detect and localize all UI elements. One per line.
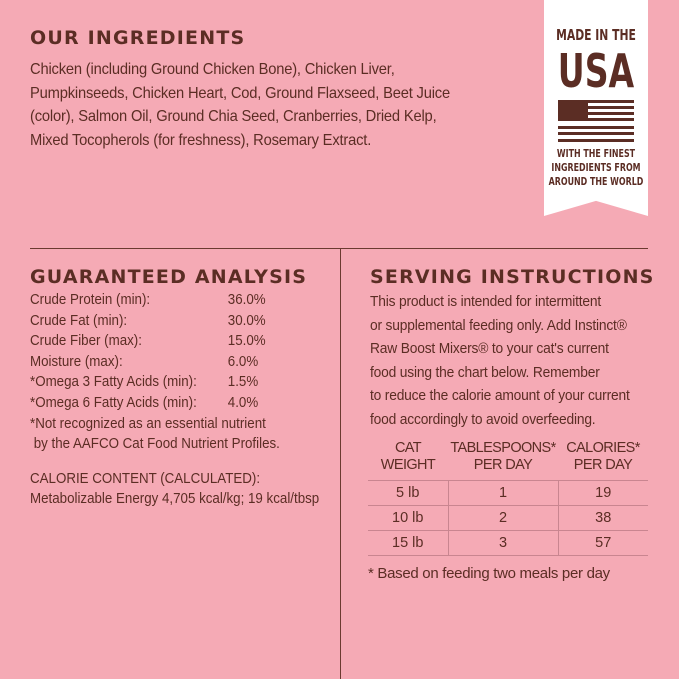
cell: 15 lb xyxy=(368,530,448,556)
ingredients-line: Pumpkinseeds, Chicken Heart, Cod, Ground… xyxy=(30,84,450,102)
analysis-row: Moisture (max): 6.0% xyxy=(30,352,319,373)
cell: 2 xyxy=(447,505,558,531)
table-row: 10 lb 2 38 xyxy=(368,505,648,531)
analysis-row: Crude Fat (min): 30.0% xyxy=(30,311,319,332)
serving-line: This product is intended for intermitten… xyxy=(370,293,602,310)
table-row: 5 lb 1 19 xyxy=(368,480,648,506)
us-flag-icon xyxy=(558,100,634,142)
serving-line: Raw Boost Mixers® to your cat's current xyxy=(370,340,609,357)
header-line: WEIGHT xyxy=(380,457,436,473)
value: 36.0% xyxy=(227,292,266,308)
analysis-table: Crude Protein (min): 36.0% Crude Fat (min… xyxy=(30,290,319,510)
ingredients-line: Chicken (including Ground Chicken Bone),… xyxy=(30,61,395,78)
header-line: PER DAY xyxy=(473,457,533,473)
cell: 3 xyxy=(447,530,558,556)
serving-line: food accordingly to avoid overfeeding. xyxy=(370,410,596,428)
analysis-note: by the AAFCO Cat Food Nutrient Profiles. xyxy=(30,436,280,453)
label: *Omega 3 Fatty Acids (min): xyxy=(30,374,197,391)
value: 4.0% xyxy=(227,394,259,411)
value: 6.0% xyxy=(227,353,259,370)
ingredients-line: (color), Salmon Oil, Ground Chia Seed, C… xyxy=(30,108,437,125)
table-header: CAT WEIGHT TABLESPOONS* PER DAY CALORIES* P… xyxy=(368,440,648,481)
value: 30.0% xyxy=(227,312,266,329)
serving-table: CAT WEIGHT TABLESPOONS* PER DAY CALORIES* P… xyxy=(368,440,648,556)
badge-line: AROUND THE WORLD xyxy=(548,175,644,188)
cell: 5 lb xyxy=(368,480,448,506)
label: Crude Fat (min): xyxy=(30,312,128,329)
label: *Omega 6 Fatty Acids (min): xyxy=(30,394,197,411)
calorie-value: Metabolizable Energy 4,705 kcal/kg; 19 k… xyxy=(30,491,320,508)
cell: 1 xyxy=(447,480,558,506)
header-line: CALORIES* xyxy=(566,440,640,456)
analysis-row: Crude Protein (min): 36.0% xyxy=(30,290,319,311)
badge-line: INGREDIENTS FROM xyxy=(551,161,641,174)
horizontal-divider xyxy=(30,248,648,249)
vertical-divider xyxy=(340,249,341,679)
analysis-row: *Omega 3 Fatty Acids (min): 1.5% xyxy=(30,372,319,393)
ingredients-list: Chicken (including Ground Chicken Bone),… xyxy=(30,58,450,152)
badge-usa: USA xyxy=(557,44,635,98)
label: Crude Protein (min): xyxy=(30,292,151,308)
header-line: TABLESPOONS* xyxy=(450,440,556,456)
table-row: 15 lb 3 57 xyxy=(368,530,648,556)
serving-footnote: * Based on feeding two meals per day xyxy=(368,565,610,582)
cell: 38 xyxy=(557,505,648,531)
serving-chart: CAT WEIGHT TABLESPOONS* PER DAY CALORIES* P… xyxy=(368,440,648,584)
header-line: PER DAY xyxy=(573,457,633,473)
badge-line: WITH THE FINEST xyxy=(556,147,636,160)
serving-line: to reduce the calorie amount of your cur… xyxy=(370,387,630,404)
ingredients-title: OUR INGREDIENTS xyxy=(30,27,246,49)
value: 1.5% xyxy=(227,374,259,391)
serving-title: SERVING INSTRUCTIONS xyxy=(370,266,655,288)
serving-text: This product is intended for intermitten… xyxy=(370,290,630,431)
made-in-usa-badge: MADE IN THE USA WITH THE FINEST INGREDIE… xyxy=(544,0,648,216)
col-weight: CAT WEIGHT xyxy=(368,440,448,481)
cell: 19 xyxy=(557,480,648,506)
badge-line: MADE IN THE xyxy=(556,26,636,44)
analysis-title: GUARANTEED ANALYSIS xyxy=(30,266,308,288)
value: 15.0% xyxy=(227,333,266,350)
analysis-row: *Omega 6 Fatty Acids (min): 4.0% xyxy=(30,393,319,414)
calorie-title: CALORIE CONTENT (CALCULATED): xyxy=(30,470,261,487)
label: Crude Fiber (max): xyxy=(30,333,142,350)
serving-line: or supplemental feeding only. Add Instin… xyxy=(370,316,627,334)
analysis-row: Crude Fiber (max): 15.0% xyxy=(30,331,319,352)
analysis-note: *Not recognized as an essential nutrient xyxy=(30,415,266,432)
cell: 10 lb xyxy=(368,505,448,531)
label: Moisture (max): xyxy=(30,353,123,370)
ingredients-line: Mixed Tocopherols (for freshness), Rosem… xyxy=(30,131,372,149)
cell: 57 xyxy=(557,530,648,556)
header-line: CAT xyxy=(394,440,422,456)
serving-line: food using the chart below. Remember xyxy=(370,363,600,381)
col-tablespoons: TABLESPOONS* PER DAY xyxy=(448,440,558,481)
col-calories: CALORIES* PER DAY xyxy=(558,440,648,481)
